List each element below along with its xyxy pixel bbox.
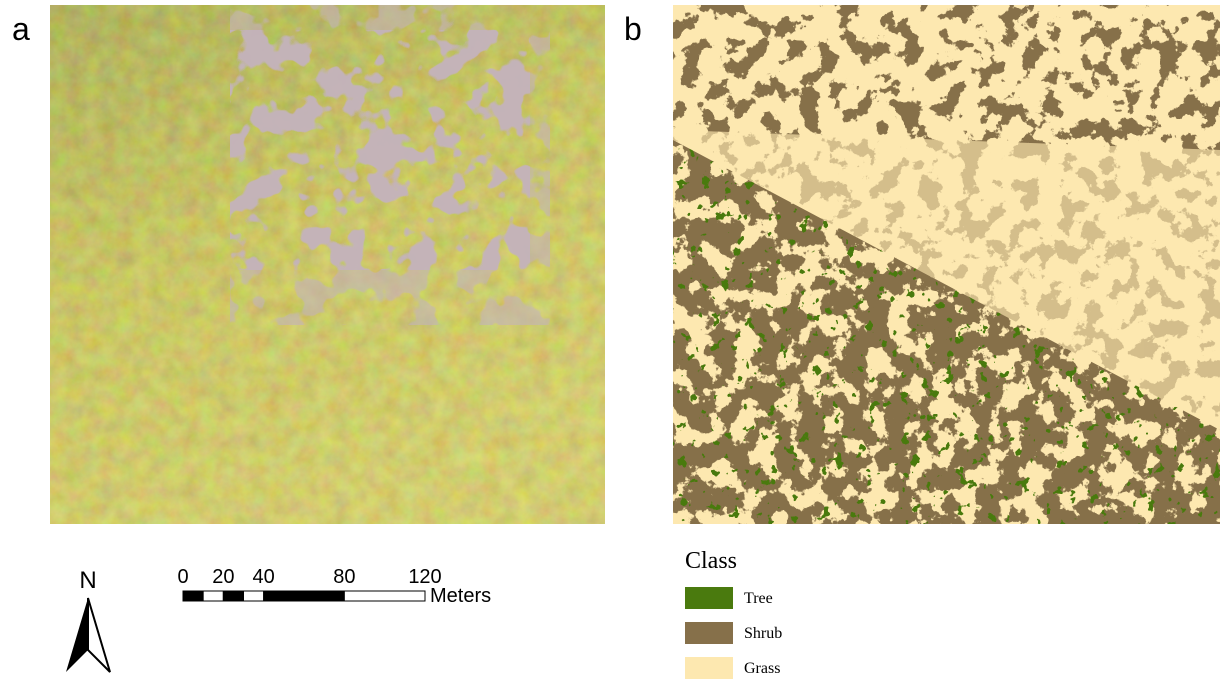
figure: a b N 0204080120Meters Class TreeShrubGr… — [0, 0, 1220, 680]
scale-segment — [183, 591, 203, 601]
scale-segment — [264, 591, 345, 601]
panel-label: b — [624, 11, 642, 47]
scale-segment — [223, 591, 243, 601]
north-label: N — [79, 567, 96, 594]
scale-tick-label: 40 — [253, 566, 275, 588]
scale-tick-label: 80 — [333, 566, 355, 588]
scale-segment — [344, 591, 425, 601]
scale-segment — [244, 591, 264, 601]
classification-map — [673, 5, 1220, 524]
scale-tick-label: 20 — [212, 566, 234, 588]
legend-swatch — [685, 587, 733, 609]
panel-label: a — [12, 11, 30, 47]
legend-title: Class — [685, 548, 737, 574]
aerial-image — [50, 5, 605, 524]
scale-tick-label: 0 — [177, 566, 188, 588]
scale-unit: Meters — [430, 585, 491, 607]
legend-swatch — [685, 622, 733, 644]
legend-label: Shrub — [744, 625, 782, 642]
legend-label: Grass — [744, 660, 780, 677]
legend-swatch — [685, 657, 733, 679]
legend-label: Tree — [744, 590, 773, 607]
scale-segment — [203, 591, 223, 601]
north-arrow: N — [66, 567, 110, 672]
legend: Class Tree Shrub Grass — [685, 548, 782, 679]
